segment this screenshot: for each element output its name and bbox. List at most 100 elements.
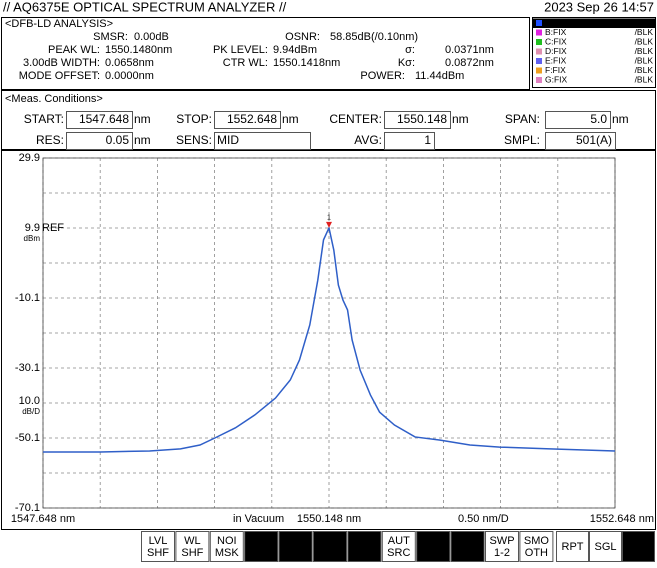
- softkey[interactable]: [313, 531, 347, 562]
- softkey[interactable]: [141, 531, 175, 562]
- softkey-label[interactable]: NOI: [217, 535, 237, 547]
- marker-label: 1: [327, 215, 331, 222]
- softkey[interactable]: [416, 531, 451, 562]
- spectrum-trace: [43, 225, 616, 453]
- y-scale-unit: dB/D: [22, 407, 40, 416]
- meas-label: SPAN:: [505, 112, 540, 126]
- softkey[interactable]: [450, 531, 485, 562]
- analysis-value: 9.94dBm: [273, 44, 317, 56]
- meas-field[interactable]: [214, 111, 281, 129]
- softkey-label[interactable]: CTR: [456, 547, 479, 559]
- softkey-label[interactable]: REF: [422, 547, 444, 559]
- meas-label: RES:: [36, 133, 64, 147]
- meas-field[interactable]: [214, 132, 311, 150]
- y-unit: dBm: [24, 234, 41, 243]
- trace-color: [536, 58, 542, 64]
- meas-field[interactable]: [545, 111, 611, 129]
- trace-name: B:FIX: [545, 27, 567, 37]
- meas-field[interactable]: [66, 111, 133, 129]
- softkey-label[interactable]: SMO: [524, 535, 550, 547]
- y-tick-label: -50.1: [15, 432, 40, 444]
- y-tick-label: -10.1: [15, 292, 40, 304]
- softkey-label[interactable]: LVL: [149, 535, 168, 547]
- meas-unit: nm: [134, 112, 151, 126]
- softkey-label[interactable]: AUT: [388, 535, 410, 547]
- analysis-title: <DFB-LD ANALYSIS>: [5, 18, 113, 30]
- mode-key-label[interactable]: RPT: [562, 541, 584, 553]
- softkey-label[interactable]: 1-2: [494, 547, 510, 559]
- y-scale: 10.0: [19, 395, 40, 407]
- softkey[interactable]: [278, 531, 313, 562]
- trace-mode: /BLK: [635, 55, 654, 65]
- softkey-label[interactable]: SRC: [387, 547, 410, 559]
- analysis-value: 0.0658nm: [105, 57, 154, 69]
- meas-field[interactable]: [384, 111, 451, 129]
- analysis-label: SMSR:: [93, 31, 128, 43]
- softkey[interactable]: [244, 531, 279, 562]
- y-tick-label: 9.9: [25, 222, 40, 234]
- trace-mode: /BLK: [635, 46, 654, 56]
- trace-color: [536, 67, 542, 74]
- mode-key[interactable]: [589, 531, 622, 562]
- plot-border: [42, 157, 616, 509]
- meas-value: 501(A): [576, 133, 612, 147]
- softkey[interactable]: [519, 531, 554, 562]
- softkey-label[interactable]: AUT: [353, 535, 375, 547]
- meas-value: 1552.648: [227, 112, 277, 126]
- app-title: // AQ6375E OPTICAL SPECTRUM ANALYZER //: [3, 0, 287, 14]
- softkey[interactable]: [381, 531, 416, 562]
- meas-label: CENTER:: [329, 112, 382, 126]
- mode-key[interactable]: [622, 531, 655, 562]
- analysis-label: Kσ:: [398, 57, 415, 69]
- trace-color: [536, 77, 542, 83]
- x-scale: 0.50 nm/D: [458, 513, 509, 525]
- meas-field[interactable]: [384, 132, 435, 150]
- meas-field[interactable]: [66, 132, 133, 150]
- softkey-label[interactable]: ZOM: [249, 547, 273, 559]
- trace-name: G:FIX: [545, 74, 568, 84]
- meas-field[interactable]: [545, 132, 616, 150]
- meas-unit: nm: [452, 112, 469, 126]
- softkey-label[interactable]: SHF: [181, 547, 203, 559]
- meas-unit: nm: [134, 133, 151, 147]
- meas-label: STOP:: [176, 112, 212, 126]
- softkey-label[interactable]: SRC: [250, 535, 273, 547]
- mode-key-label[interactable]: STP: [628, 541, 649, 553]
- softkey[interactable]: [175, 531, 210, 562]
- meas-title: <Meas. Conditions>: [5, 93, 103, 105]
- mode-key-label[interactable]: SGL: [594, 541, 616, 553]
- meas-value: 1547.648: [79, 112, 129, 126]
- softkey-label[interactable]: SWP: [489, 535, 514, 547]
- analysis-value: 0.0371nm: [445, 44, 494, 56]
- softkey-label[interactable]: OTH: [525, 547, 548, 559]
- trace-mode: /BLK: [635, 74, 654, 84]
- trace-mode: /BLK: [635, 65, 654, 75]
- analysis-value: 0.0000nm: [105, 70, 154, 82]
- trace-mode: /BLK: [635, 27, 654, 37]
- analysis-label: POWER:: [360, 70, 405, 82]
- softkey-label[interactable]: WL: [184, 535, 201, 547]
- softkey[interactable]: [209, 531, 244, 562]
- softkey-label[interactable]: SRC: [284, 535, 307, 547]
- y-tick-label: 29.9: [19, 152, 40, 164]
- meas-label: SENS:: [176, 133, 212, 147]
- mode-key[interactable]: [556, 531, 589, 562]
- meas-unit: nm: [612, 112, 629, 126]
- softkey-label[interactable]: 1-2: [288, 547, 304, 559]
- softkey[interactable]: [347, 531, 382, 562]
- medium: in Vacuum: [233, 513, 284, 525]
- analysis-label: 3.00dB WIDTH:: [23, 57, 100, 69]
- softkey-label[interactable]: SHF: [147, 547, 169, 559]
- softkey-label[interactable]: AUT: [422, 535, 444, 547]
- analysis-value: 58.85dB(/0.10nm): [330, 31, 418, 43]
- softkey-label[interactable]: ANA: [353, 547, 376, 559]
- softkey[interactable]: [485, 531, 519, 562]
- softkey-label[interactable]: MSK: [215, 547, 240, 559]
- meas-value: 0.05: [106, 133, 130, 147]
- softkey-label[interactable]: AUT: [457, 535, 479, 547]
- trace-name: E:FIX: [545, 55, 567, 65]
- softkey-label[interactable]: OFS: [319, 547, 342, 559]
- x-tick-label: 1547.648 nm: [11, 513, 75, 525]
- softkey-label[interactable]: AUT: [319, 535, 341, 547]
- analysis-value: 11.44dBm: [415, 70, 464, 82]
